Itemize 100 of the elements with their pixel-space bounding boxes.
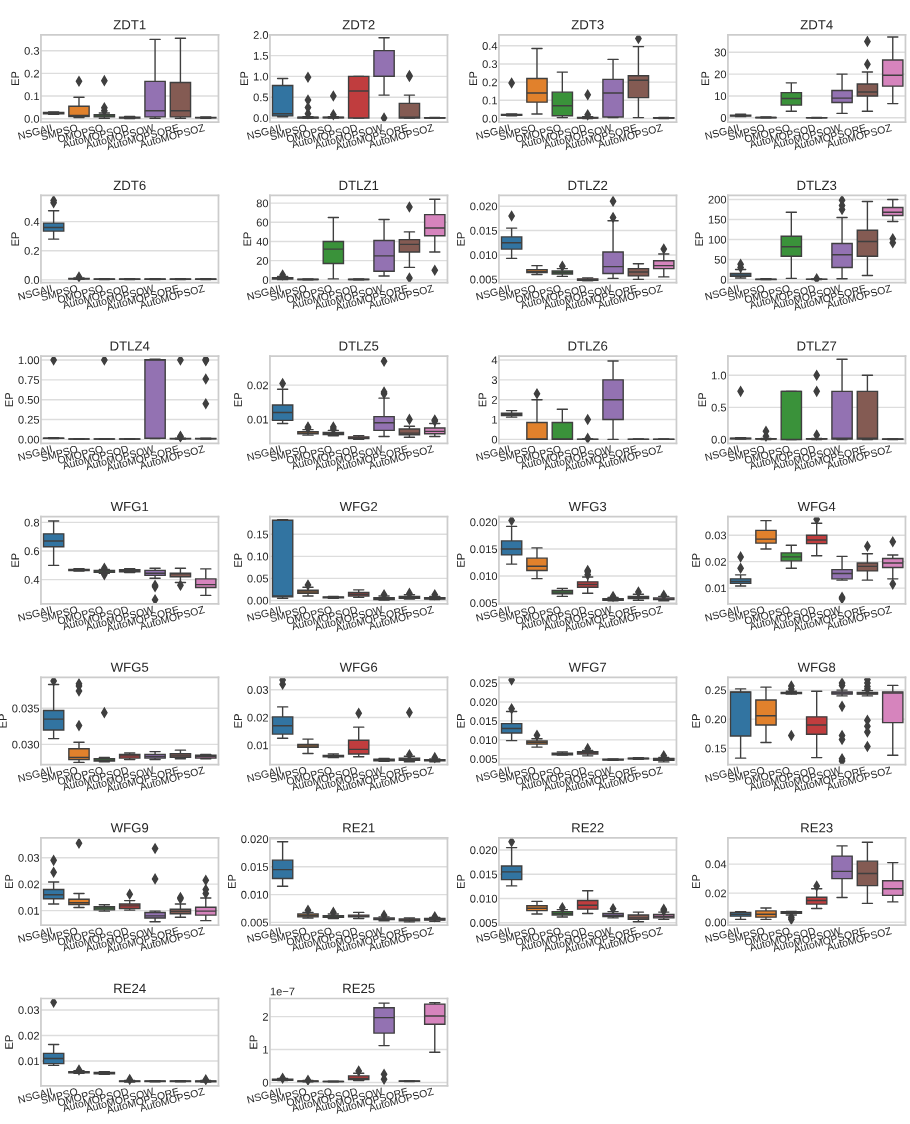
- y-axis-title: EP: [11, 232, 20, 246]
- y-tick-label: 0.025: [470, 679, 498, 688]
- y-tick-label: 40: [256, 237, 269, 246]
- chart-title: ZDT2: [342, 20, 375, 30]
- y-tick-label: 0.75: [18, 376, 40, 384]
- y-tick-label: 2: [491, 395, 497, 404]
- chart-title: ZDT4: [800, 20, 833, 30]
- y-tick-label: 0.010: [470, 894, 498, 903]
- y-tick-label: 80: [256, 199, 269, 208]
- y-tick-label: 0.01: [247, 741, 269, 750]
- y-tick-label: 150: [708, 215, 727, 224]
- y-axis-title: EP: [701, 71, 710, 85]
- y-tick-label: 0.0: [482, 114, 498, 123]
- y-tick-label: 0.005: [241, 918, 269, 927]
- y-tick-label: 0.005: [470, 275, 498, 284]
- y-tick-label: 0: [720, 114, 727, 122]
- y-axis-title: EP: [692, 553, 700, 567]
- y-tick-label: 1.00: [18, 356, 40, 365]
- y-tick-label: 0.010: [241, 890, 269, 899]
- y-tick-label: 0.015: [470, 717, 498, 726]
- y-tick-label: 0.01: [18, 906, 40, 915]
- y-tick-label: 0.030: [12, 740, 40, 749]
- y-tick-label: 30: [714, 48, 727, 57]
- chart-title: RE24: [114, 983, 146, 993]
- chart-title: RE23: [801, 823, 833, 833]
- y-tick-label: 2: [262, 1012, 268, 1021]
- y-axis-title: EP: [11, 71, 20, 85]
- y-tick-label: 3: [491, 376, 498, 384]
- y-tick-label: 0.8: [24, 518, 40, 527]
- y-tick-label: 0.02: [247, 381, 268, 390]
- y-tick-label: 0.02: [247, 713, 268, 722]
- y-axis-title: EP: [5, 874, 13, 889]
- chart-title: ZDT1: [113, 20, 146, 30]
- chart-title: WFG8: [797, 662, 836, 672]
- y-tick-label: 0.25: [705, 686, 727, 695]
- chart-title: DTLZ6: [568, 341, 608, 351]
- y-tick-label: 0.00: [247, 596, 269, 605]
- chart-title: DTLZ3: [797, 180, 837, 191]
- chart-title: DTLZ5: [339, 341, 379, 351]
- chart-title: DTLZ2: [568, 180, 608, 190]
- y-tick-label: 0.3: [482, 60, 498, 69]
- y-tick-label: 1: [263, 1045, 269, 1054]
- y-tick-label: 1.5: [253, 52, 269, 60]
- y-axis-title: EP: [457, 553, 465, 567]
- y-tick-label: 0.010: [470, 572, 498, 581]
- chart-title: WFG1: [110, 501, 149, 512]
- y-tick-label: 0.010: [470, 736, 498, 745]
- y-tick-label: 0.4: [482, 42, 498, 50]
- chart-title: DTLZ1: [339, 180, 379, 190]
- y-tick-label: 1.0: [253, 72, 269, 81]
- y-axis-title: EP: [478, 392, 487, 407]
- y-tick-label: 1.0: [711, 371, 727, 380]
- y-axis-title: EP: [234, 392, 242, 407]
- y-tick-label: 20: [714, 70, 727, 79]
- y-tick-label: 0.4: [24, 575, 40, 584]
- y-tick-label: 0.03: [705, 531, 727, 540]
- chart-title: RE25: [343, 983, 375, 994]
- y-tick-label: 0.15: [705, 744, 727, 753]
- y-tick-label: 0.05: [247, 574, 269, 583]
- chart-title: WFG3: [568, 501, 607, 512]
- text: 1e−7: [270, 987, 295, 996]
- y-axis-title: EP: [228, 874, 236, 889]
- y-tick-label: 0.10: [247, 552, 269, 561]
- y-tick-label: 0.50: [18, 395, 40, 404]
- chart-title: WFG2: [339, 501, 378, 512]
- y-tick-label: 0.020: [470, 202, 498, 211]
- y-tick-label: 0.0: [24, 115, 40, 123]
- y-tick-label: 0.0: [711, 435, 727, 444]
- chart-title: ZDT6: [113, 180, 146, 191]
- chart-title: WFG4: [797, 501, 836, 512]
- y-tick-label: 100: [708, 235, 727, 244]
- y-tick-label: 0.01: [18, 1057, 40, 1066]
- y-tick-label: 0.020: [470, 846, 498, 855]
- y-tick-label: 0.0: [24, 276, 40, 284]
- y-tick-label: 0.5: [253, 93, 269, 102]
- chart-title: WFG7: [568, 662, 607, 672]
- y-tick-label: 0.01: [247, 415, 269, 424]
- y-axis-title: EP: [469, 71, 478, 85]
- y-tick-label: 0: [491, 435, 498, 444]
- y-axis-title: EP: [457, 232, 465, 246]
- y-axis-title: EP: [0, 714, 7, 728]
- y-tick-label: 4: [491, 356, 498, 365]
- chart-title: WFG9: [110, 823, 149, 833]
- y-axis-title: EP: [698, 392, 707, 407]
- y-tick-label: 0.00: [18, 435, 40, 444]
- y-tick-label: 10: [715, 92, 727, 101]
- chart-title: DTLZ4: [110, 341, 150, 351]
- y-tick-label: 0.020: [241, 835, 269, 844]
- y-tick-label: 0.02: [18, 1031, 40, 1040]
- y-axis-title: EP: [240, 71, 249, 85]
- y-axis-title: EP: [695, 232, 703, 246]
- chart-title: RE21: [343, 823, 375, 833]
- y-axis-title: EP: [5, 1035, 13, 1049]
- y-tick-label: 0.2: [24, 247, 39, 255]
- y-axis-title: EP: [457, 714, 465, 728]
- y-tick-label: 0.005: [470, 599, 498, 608]
- y-axis-title: EP: [692, 874, 700, 889]
- y-tick-label: 0.2: [482, 78, 497, 87]
- y-tick-label: 200: [708, 195, 727, 204]
- chart-title: ZDT3: [571, 20, 604, 30]
